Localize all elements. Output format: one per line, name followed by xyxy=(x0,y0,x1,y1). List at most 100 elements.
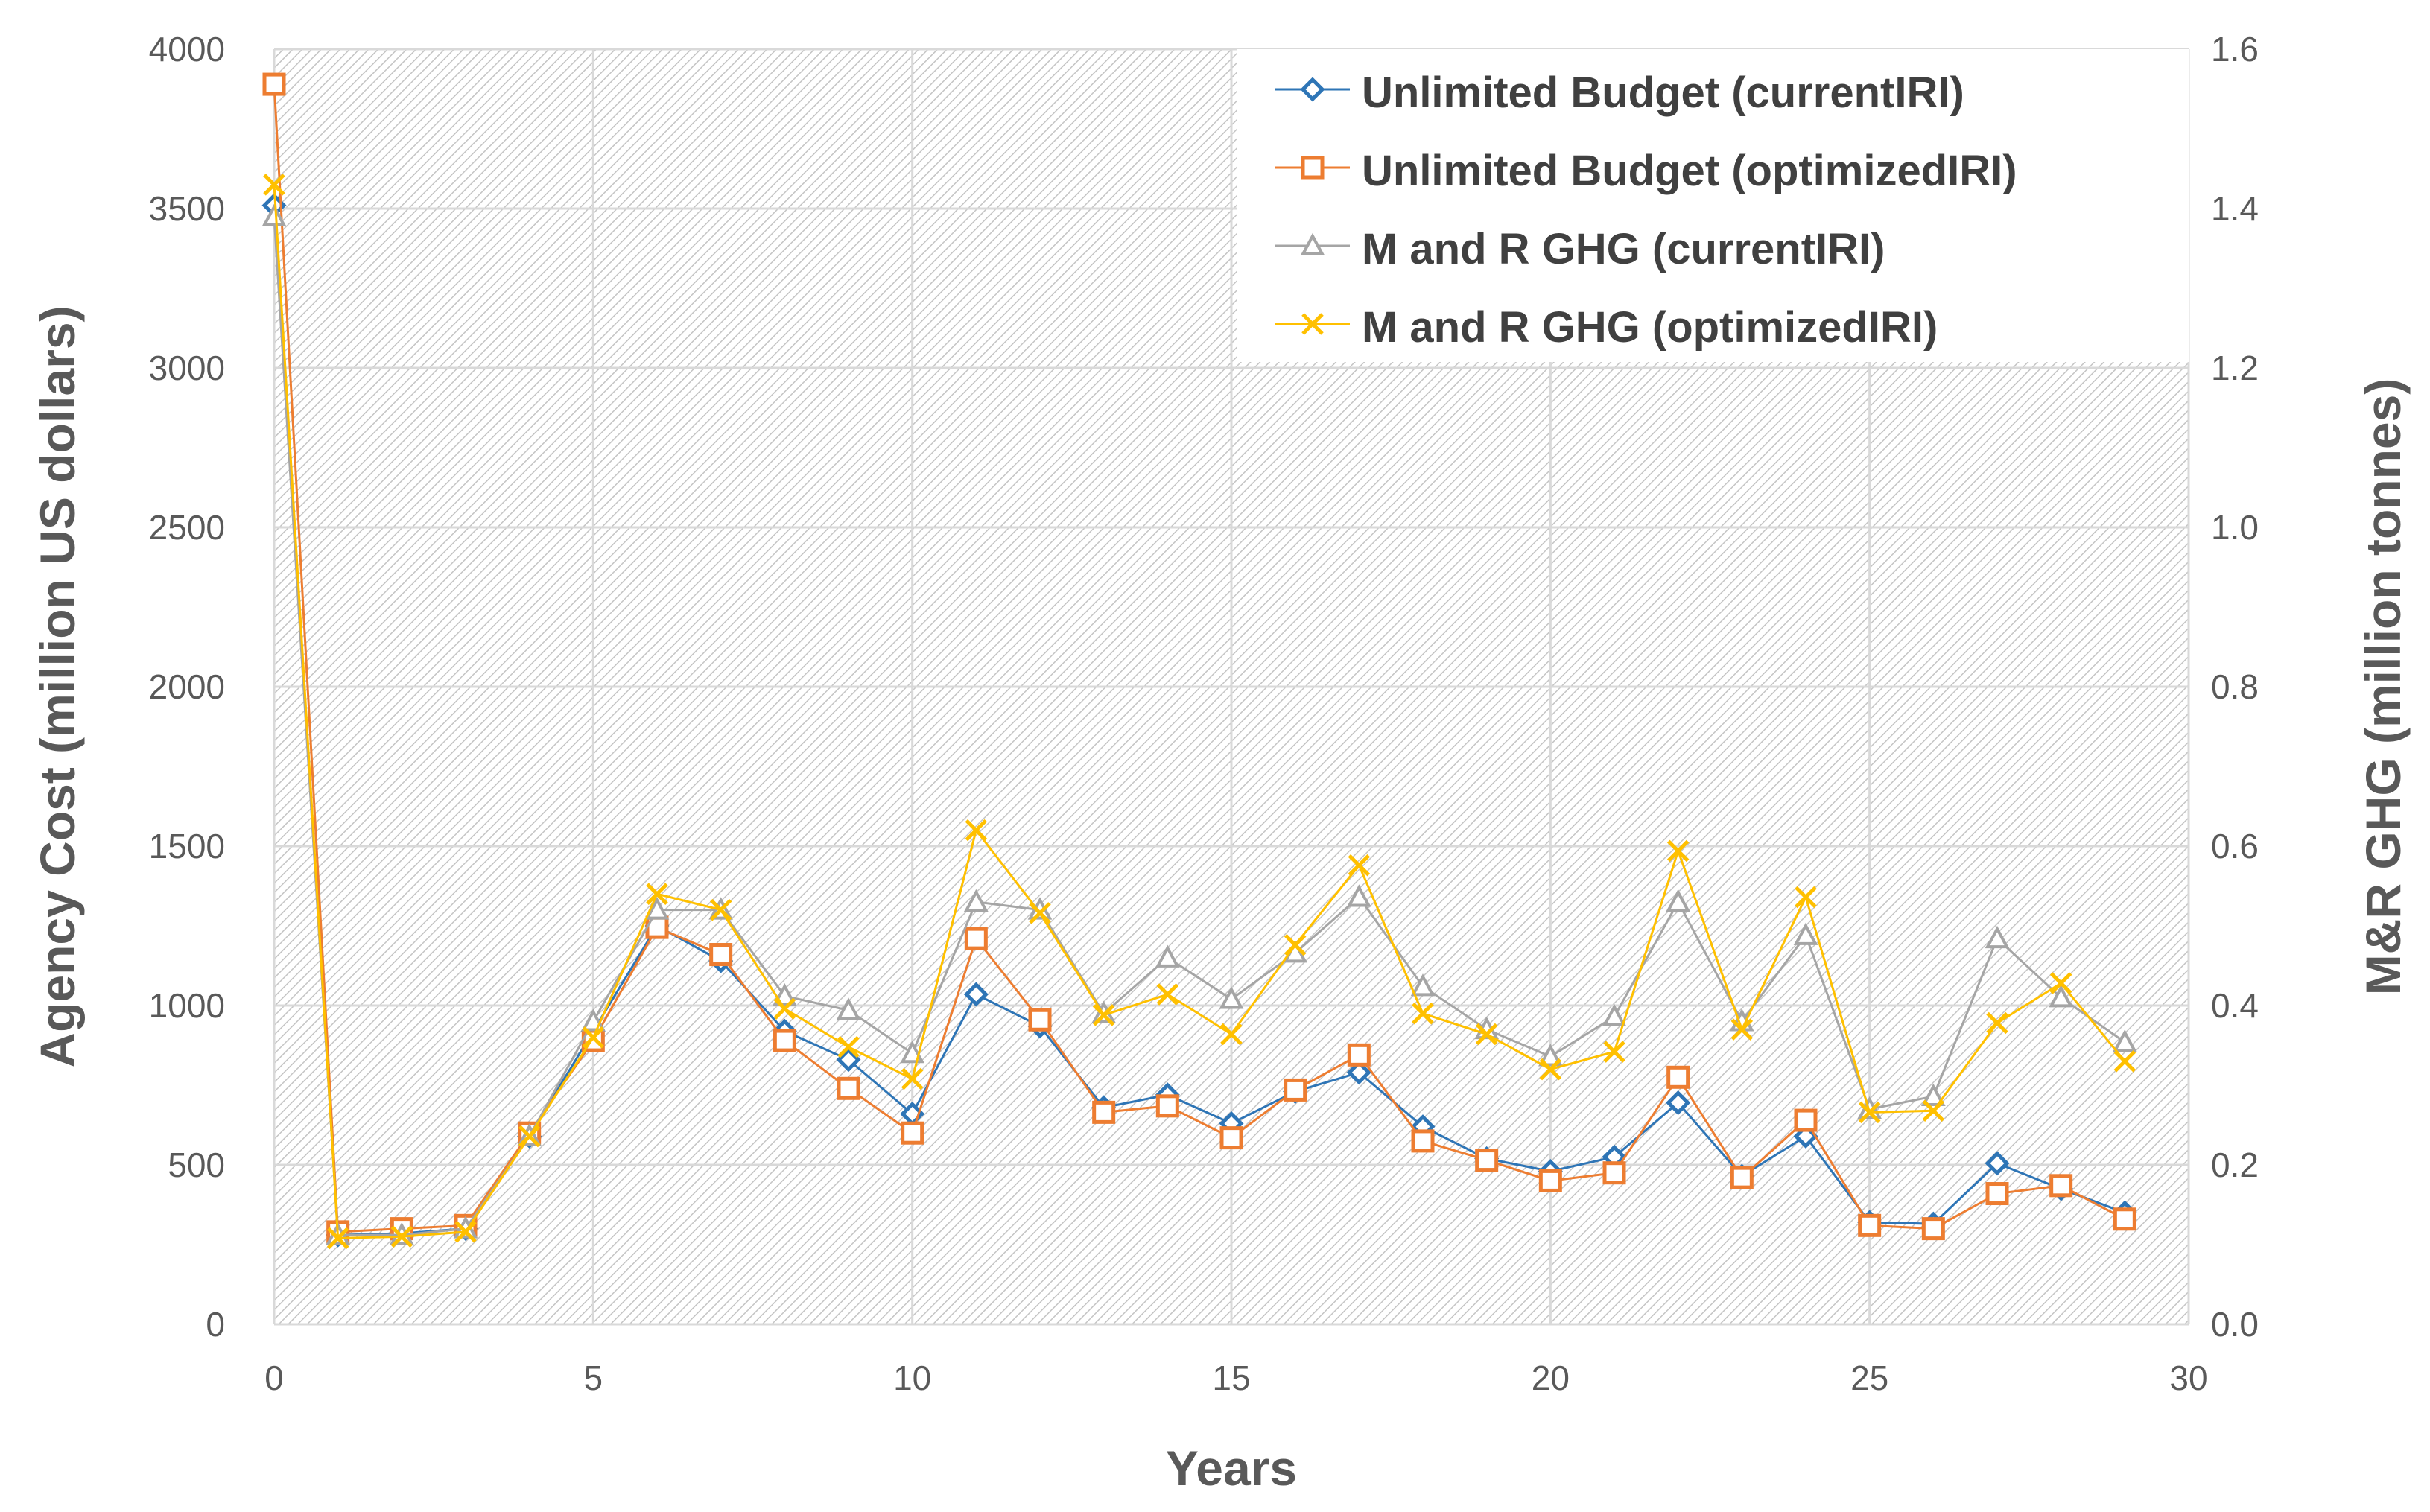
data-point xyxy=(1156,983,1179,1006)
data-point xyxy=(1220,1023,1243,1046)
legend-marker xyxy=(1301,313,1324,335)
data-point xyxy=(2049,1174,2073,1198)
data-point xyxy=(1538,1169,1562,1192)
data-point xyxy=(1411,1129,1435,1153)
y2-tick-label: 0.2 xyxy=(2211,1146,2259,1184)
data-point xyxy=(1092,1004,1115,1026)
legend-label-1: Unlimited Budget (currentIRI) xyxy=(1362,69,1964,117)
data-point xyxy=(2113,1207,2136,1231)
data-point xyxy=(837,1076,860,1100)
data-point xyxy=(1346,884,1371,907)
legend-label-3: M and R GHG (currentIRI) xyxy=(1362,225,1885,273)
data-point xyxy=(1028,1008,1052,1032)
data-point xyxy=(773,997,796,1020)
y2-tick-label: 1.0 xyxy=(2211,508,2259,547)
x-tick-label: 20 xyxy=(1532,1359,1570,1397)
x-tick-label: 30 xyxy=(2169,1359,2207,1397)
data-point xyxy=(644,897,670,920)
data-point xyxy=(1602,1161,1626,1185)
y-tick-labels: 0 500 1000 1500 2000 2500 3000 3500 4000 xyxy=(149,30,225,1344)
data-point xyxy=(1986,1011,2008,1035)
legend: Unlimited Budget (currentIRI) Unlimited … xyxy=(1237,49,2189,362)
data-point xyxy=(582,1026,605,1049)
data-point xyxy=(964,927,988,950)
data-point xyxy=(1475,1149,1499,1172)
y2-tick-label: 0.6 xyxy=(2211,827,2259,865)
y2-axis-title: M&R GHG (million tonnes) xyxy=(2356,378,2411,996)
data-point xyxy=(1858,1101,1881,1124)
data-point xyxy=(1922,1099,1945,1122)
data-point xyxy=(1092,1100,1116,1124)
data-point xyxy=(901,1067,924,1090)
data-point xyxy=(836,997,861,1020)
data-point xyxy=(963,889,989,912)
x-tick-label: 15 xyxy=(1212,1359,1250,1397)
data-point xyxy=(1284,933,1307,956)
y-tick-label: 3500 xyxy=(149,189,225,228)
series-line xyxy=(273,83,2126,1233)
data-point xyxy=(1794,1108,1818,1132)
x-axis-title: Years xyxy=(1166,1440,1297,1496)
x-tick-label: 25 xyxy=(1850,1359,1888,1397)
data-point xyxy=(1666,1065,1690,1089)
data-point xyxy=(262,72,286,96)
data-point xyxy=(773,1029,796,1052)
data-point xyxy=(1921,1217,1945,1241)
data-point xyxy=(1858,1213,1882,1237)
data-point xyxy=(390,1225,413,1248)
data-point xyxy=(1346,1060,1371,1085)
y-tick-label: 0 xyxy=(206,1305,225,1344)
legend-icons xyxy=(1275,77,1350,335)
data-point xyxy=(1730,1166,1754,1189)
y2-tick-label: 0.0 xyxy=(2211,1305,2259,1344)
data-point xyxy=(1412,1002,1434,1025)
data-point xyxy=(2049,985,2074,1008)
data-point xyxy=(1795,886,1817,909)
data-point xyxy=(518,1125,541,1148)
series-line xyxy=(273,184,2126,1239)
data-point xyxy=(1539,1058,1562,1081)
legend-marker xyxy=(1300,77,1325,102)
data-point xyxy=(1985,1151,2010,1176)
data-point xyxy=(1985,925,2010,949)
data-point xyxy=(901,1121,924,1145)
y-tick-label: 500 xyxy=(168,1146,225,1184)
data-point xyxy=(1155,1094,1179,1118)
legend-marker xyxy=(1300,232,1325,256)
data-point xyxy=(1666,1090,1691,1116)
data-point xyxy=(965,819,988,842)
legend-background xyxy=(1237,49,2189,362)
y2-tick-label: 1.6 xyxy=(2211,30,2259,69)
y2-tick-label: 1.2 xyxy=(2211,349,2259,387)
y-tick-label: 2500 xyxy=(149,508,225,547)
data-point xyxy=(1029,902,1051,924)
series-group xyxy=(261,72,2137,1250)
data-point xyxy=(1538,1044,1563,1067)
y-tick-label: 1000 xyxy=(149,986,225,1025)
data-point xyxy=(1666,889,1691,912)
data-point xyxy=(1793,922,1818,945)
legend-label-4: M and R GHG (optimizedIRI) xyxy=(1362,303,1938,352)
data-point xyxy=(1155,944,1180,968)
data-point xyxy=(836,1047,861,1073)
data-point xyxy=(1284,1078,1307,1102)
legend-label-2: Unlimited Budget (optimizedIRI) xyxy=(1362,147,2017,195)
data-point xyxy=(2049,972,2072,994)
data-point xyxy=(454,1221,477,1243)
x-tick-labels: 0 5 10 15 20 25 30 xyxy=(264,1359,2207,1397)
data-point xyxy=(326,1227,349,1250)
data-point xyxy=(709,898,732,921)
y2-tick-label: 1.4 xyxy=(2211,189,2259,228)
data-point xyxy=(1219,1126,1243,1150)
y-tick-label: 3000 xyxy=(149,349,225,387)
data-point xyxy=(646,883,668,905)
data-point xyxy=(1730,1018,1754,1041)
y-tick-label: 2000 xyxy=(149,667,225,706)
x-tick-label: 10 xyxy=(893,1359,931,1397)
data-point xyxy=(263,174,285,196)
data-point xyxy=(1920,1083,1946,1107)
series-line xyxy=(273,216,2126,1236)
data-point xyxy=(1985,1182,2009,1206)
data-point xyxy=(1603,1041,1625,1063)
data-point xyxy=(2112,1029,2137,1052)
